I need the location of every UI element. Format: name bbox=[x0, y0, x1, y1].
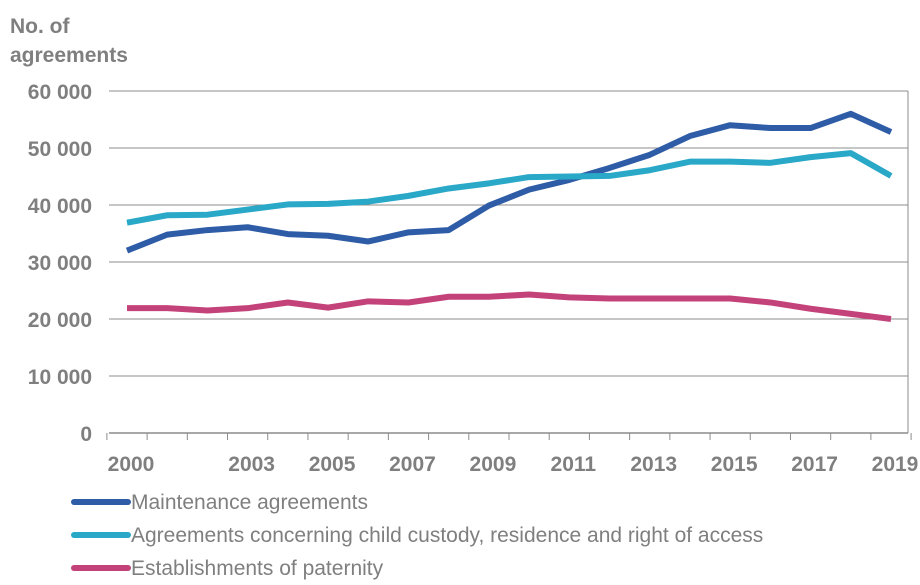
series-line-1 bbox=[125, 110, 893, 254]
x-tick-label: 2015 bbox=[711, 453, 758, 476]
y-tick-label: 0 bbox=[80, 423, 92, 446]
y-tick-labels: 0 10 000 20 000 30 000 40 000 50 000 60 000 bbox=[28, 81, 92, 446]
y-tick-label: 30 000 bbox=[28, 252, 92, 275]
grid-lines bbox=[109, 90, 908, 377]
x-tick-label: 2017 bbox=[791, 453, 838, 476]
y-tick-label: 60 000 bbox=[28, 81, 92, 104]
x-tick-label: 2019 bbox=[872, 453, 919, 476]
x-tick-label: 2003 bbox=[228, 453, 275, 476]
axes bbox=[106, 91, 912, 440]
x-tick-label: 2013 bbox=[630, 453, 677, 476]
legend: Maintenance agreements Agreements concern… bbox=[71, 491, 763, 580]
y-tick-label: 40 000 bbox=[28, 195, 92, 218]
legend-label: Agreements concerning child custody, res… bbox=[131, 524, 763, 547]
series-line-2 bbox=[126, 150, 893, 226]
data-series bbox=[125, 110, 893, 322]
legend-label: Establishments of paternity bbox=[131, 557, 384, 580]
legend-label: Maintenance agreements bbox=[131, 491, 368, 514]
x-tick-labels: 2000 2003 2005 2007 2009 2011 2013 2015 2017 2019 bbox=[108, 453, 919, 476]
y-axis-label-line-2: agreements bbox=[10, 44, 128, 67]
x-tick-label: 2005 bbox=[309, 453, 356, 476]
x-tick-label: 2011 bbox=[551, 453, 597, 476]
y-axis-label-line-1: No. of bbox=[10, 15, 70, 38]
x-tick-label: 2009 bbox=[470, 453, 517, 476]
y-tick-label: 50 000 bbox=[28, 138, 92, 161]
y-tick-label: 10 000 bbox=[28, 366, 92, 389]
y-tick-label: 20 000 bbox=[28, 309, 92, 332]
y-axis-label: No. of agreements bbox=[10, 15, 128, 67]
series-line-3 bbox=[127, 291, 892, 322]
x-tick-label: 2000 bbox=[108, 453, 155, 476]
x-tick-label: 2007 bbox=[389, 453, 436, 476]
